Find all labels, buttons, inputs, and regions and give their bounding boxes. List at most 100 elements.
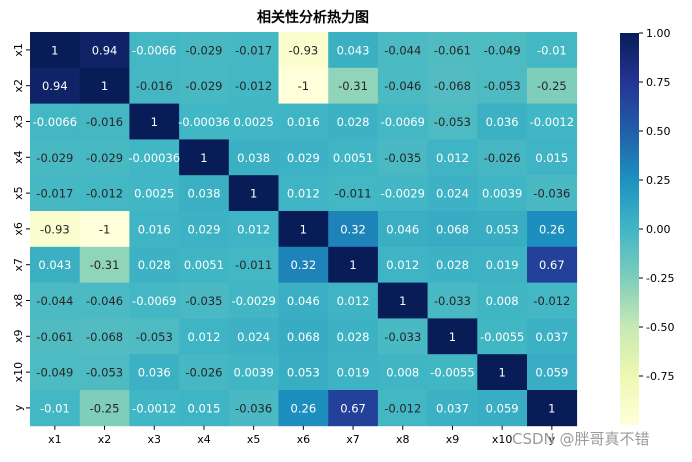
cell-value-label: -0.026	[185, 366, 222, 380]
cell-value-label: 0.015	[535, 151, 568, 165]
heatmap-cell	[278, 103, 329, 140]
x-tick-label: x7	[346, 433, 360, 446]
cell-value-label: 1	[548, 401, 555, 415]
heatmap-cell	[278, 139, 329, 176]
heatmap-cell	[228, 211, 279, 248]
colorbar-tick-label: 0.00	[646, 223, 671, 236]
cell-value-label: -0.0069	[132, 294, 176, 308]
heatmap-cell	[79, 139, 130, 176]
heatmap-cell	[278, 67, 329, 104]
heatmap-cell	[228, 354, 279, 391]
heatmap-cell	[228, 175, 279, 212]
cell-value-label: 0.015	[187, 401, 220, 415]
colorbar-gradient	[620, 33, 639, 425]
cell-value-label: -0.01	[40, 401, 70, 415]
x-tick-label: y	[549, 433, 556, 446]
heatmap-cell	[328, 390, 379, 427]
x-tick-label: x1	[48, 433, 62, 446]
heatmap-cell	[427, 282, 478, 319]
cell-value-label: 0.008	[486, 294, 519, 308]
heatmap-cell	[278, 32, 329, 69]
cell-value-label: 0.024	[237, 330, 270, 344]
heatmap-cell	[427, 67, 478, 104]
cell-value-label: 0.038	[237, 151, 270, 165]
heatmap-cell	[129, 390, 180, 427]
heatmap-cell	[79, 175, 130, 212]
heatmap-cell	[477, 318, 528, 355]
cell-value-label: -1	[99, 222, 110, 236]
cell-value-label: -0.044	[384, 43, 421, 57]
heatmap-cell	[427, 246, 478, 283]
heatmap-cell	[129, 354, 180, 391]
cell-value-label: 0.016	[287, 115, 320, 129]
x-tick-label: x3	[147, 433, 161, 446]
colorbar-tick-label: -0.50	[646, 321, 674, 334]
heatmap-cell	[30, 67, 81, 104]
cell-value-label: 0.029	[187, 222, 220, 236]
colorbar-tick-label: 1.00	[646, 27, 671, 40]
heatmap-cell	[328, 282, 379, 319]
cell-value-label: 0.043	[38, 258, 71, 272]
cell-value-label: -0.029	[86, 151, 123, 165]
cell-value-label: 0.036	[486, 115, 519, 129]
cell-value-label: 0.036	[138, 366, 171, 380]
cell-value-label: 0.029	[287, 151, 320, 165]
heatmap-cell	[79, 318, 130, 355]
cell-value-label: -0.0066	[132, 43, 176, 57]
cell-value-label: 0.059	[486, 401, 519, 415]
heatmap-cell	[278, 318, 329, 355]
cell-value-label: -0.035	[185, 294, 222, 308]
cell-value-label: 0.059	[535, 366, 568, 380]
cell-value-label: -0.93	[40, 222, 70, 236]
colorbar: 1.00 0.75 0.50 0.25 0.00 -0.25 -0.50 -0.75	[620, 27, 674, 425]
cell-value-label: -0.053	[434, 115, 471, 129]
cell-value-label: 1	[399, 294, 406, 308]
heatmap-cell	[427, 211, 478, 248]
cell-value-label: 1	[151, 115, 158, 129]
cell-value-label: 0.038	[187, 187, 220, 201]
cell-value-label: 0.037	[535, 330, 568, 344]
cell-value-label: 1	[51, 43, 58, 57]
heatmap-cell	[328, 139, 379, 176]
cell-value-label: 0.028	[436, 258, 469, 272]
y-tick-label: x2	[12, 79, 25, 93]
heatmap-cell	[79, 211, 130, 248]
cell-value-label: 0.012	[436, 151, 469, 165]
heatmap-cell	[228, 390, 279, 427]
cell-value-label: -0.0012	[132, 401, 176, 415]
watermark: CSDN @胖哥真不错	[512, 430, 650, 448]
heatmap-cell	[179, 211, 230, 248]
heatmap-cell	[328, 175, 379, 212]
cell-value-label: 0.26	[291, 401, 317, 415]
cell-value-label: 0.67	[539, 258, 565, 272]
cell-value-label: -0.31	[338, 79, 368, 93]
cell-value-label: -0.011	[335, 187, 372, 201]
cell-value-label: -0.035	[384, 151, 421, 165]
heatmap-cell	[129, 67, 180, 104]
heatmap-cell	[228, 103, 279, 140]
cell-value-label: -0.036	[533, 187, 570, 201]
heatmap-cell	[79, 246, 130, 283]
heatmap-cell	[377, 175, 428, 212]
heatmap-cell	[179, 67, 230, 104]
cell-value-label: 1	[498, 366, 505, 380]
cell-value-label: 0.012	[337, 294, 370, 308]
cell-value-label: 0.024	[436, 187, 469, 201]
cell-value-label: -0.036	[235, 401, 272, 415]
cell-value-label: -0.011	[235, 258, 272, 272]
cell-value-label: -0.93	[288, 43, 318, 57]
x-tick-label: x5	[247, 433, 261, 446]
heatmap-cell	[377, 282, 428, 319]
heatmap-cell	[228, 246, 279, 283]
cell-value-label: -0.012	[533, 294, 570, 308]
y-tick-label: x3	[12, 115, 25, 129]
heatmap-cell	[328, 32, 379, 69]
heatmap-cell	[477, 67, 528, 104]
y-tick-label: x6	[12, 222, 25, 236]
cell-value-label: 0.0039	[482, 187, 522, 201]
heatmap-cell	[228, 282, 279, 319]
heatmap-cell	[477, 175, 528, 212]
y-tick-label: x5	[12, 186, 25, 200]
cell-value-label: -0.033	[384, 330, 421, 344]
